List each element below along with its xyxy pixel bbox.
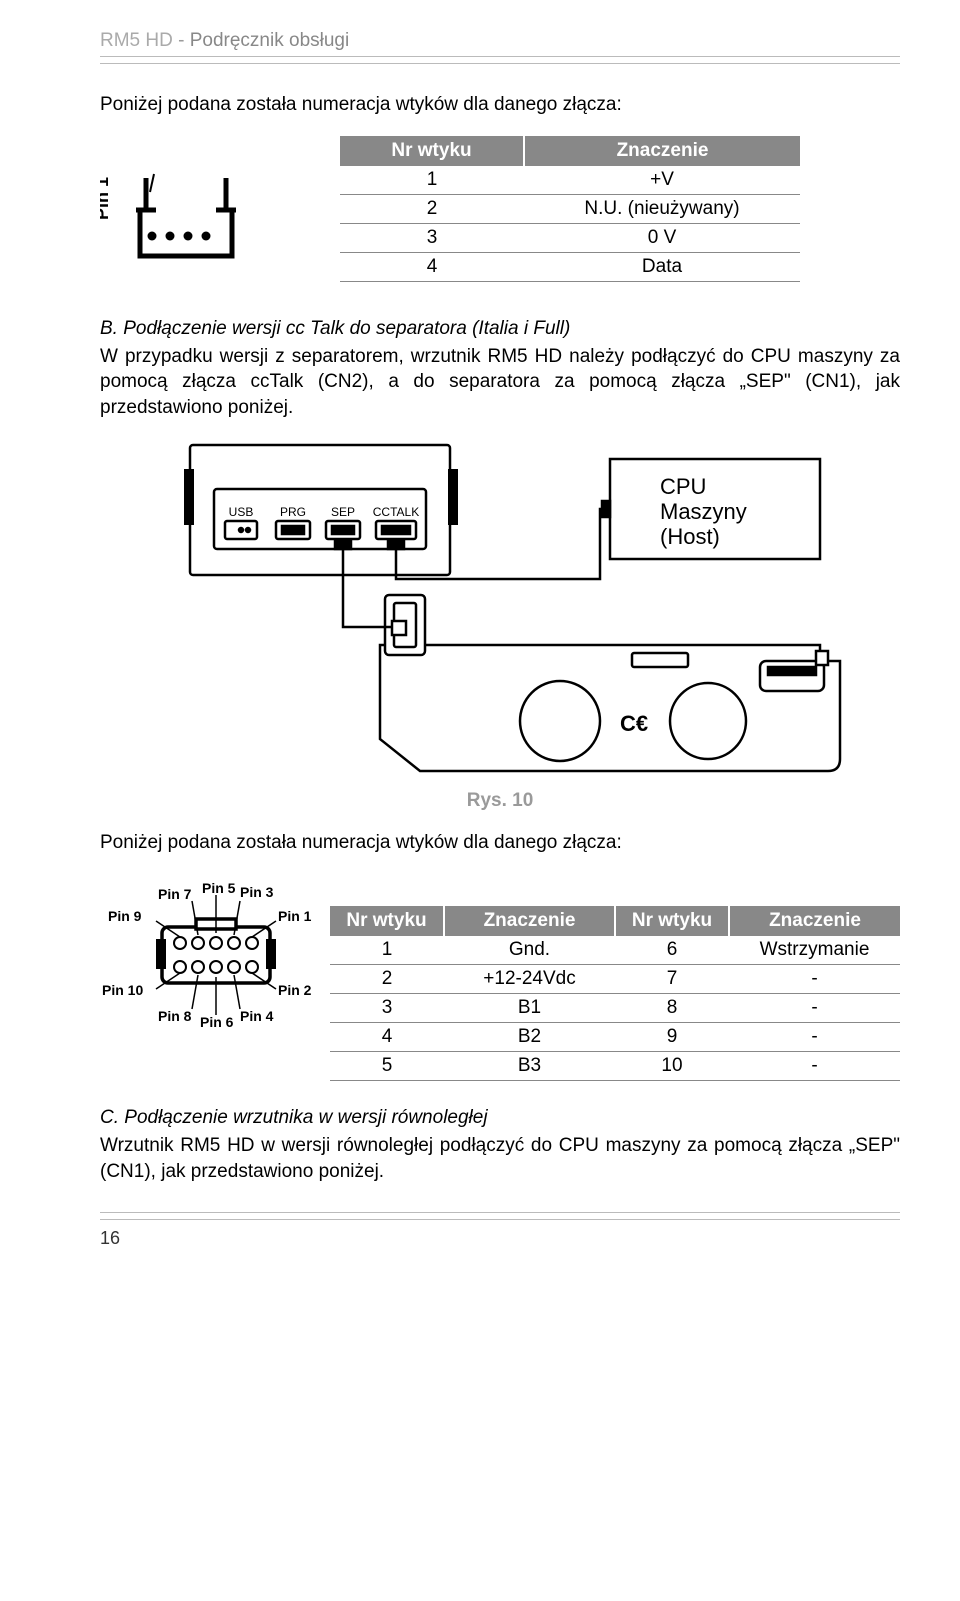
section-b-body: W przypadku wersji z separatorem, wrzutn… (100, 344, 900, 421)
svg-text:SEP: SEP (331, 505, 355, 519)
pin10-diagram: Pin 1 Pin 2 Pin 3 Pin 4 Pin 5 Pin 6 Pin … (100, 881, 330, 1036)
svg-text:Pin 2: Pin 2 (278, 982, 312, 998)
svg-text:Pin 6: Pin 6 (200, 1014, 234, 1030)
connector-10pin-icon: Pin 1 Pin 2 Pin 3 Pin 4 Pin 5 Pin 6 Pin … (100, 881, 330, 1031)
svg-text:Pin 1: Pin 1 (278, 908, 312, 924)
section-b-letter: B. (100, 318, 118, 339)
header-sep: - (178, 30, 184, 51)
svg-text:C€: C€ (620, 711, 648, 736)
pin1-diagram: Pin 1 (100, 144, 240, 279)
th2-2: Znaczenie (444, 906, 615, 936)
pin1-label: Pin 1 (100, 177, 112, 220)
svg-text:CPU: CPU (660, 474, 706, 499)
th-pin: Nr wtyku (340, 136, 524, 166)
header-subtitle: Podręcznik obsługi (190, 30, 349, 51)
section-c-rest: Podłączenie wrzutnika w wersji równoległ… (124, 1107, 487, 1128)
page-header: RM5 HD - Podręcznik obsługi (100, 30, 900, 52)
th2-1: Nr wtyku (330, 906, 444, 936)
page: RM5 HD - Podręcznik obsługi Poniżej poda… (0, 0, 960, 1289)
svg-text:Pin 3: Pin 3 (240, 884, 274, 900)
svg-text:CCTALK: CCTALK (373, 505, 419, 519)
svg-text:Maszyny: Maszyny (660, 499, 747, 524)
section-b-rest: Podłączenie wersji cc Talk do separatora… (123, 318, 570, 339)
th-meaning: Znaczenie (524, 136, 800, 166)
wiring-figure: USB PRG SEP CCTALK CPU Maszyny (Host) (100, 439, 900, 784)
svg-text:Pin 10: Pin 10 (102, 982, 143, 998)
th2-3: Nr wtyku (615, 906, 729, 936)
header-product: RM5 HD (100, 30, 173, 51)
page-number: 16 (100, 1228, 900, 1249)
pin-table-2: Nr wtyku Znaczenie Nr wtyku Znaczenie 1G… (330, 906, 900, 1081)
section-c-body: Wrzutnik RM5 HD w wersji równoległej pod… (100, 1133, 900, 1184)
svg-text:PRG: PRG (280, 505, 306, 519)
svg-text:Pin 7: Pin 7 (158, 886, 192, 902)
table1-body: 1+V 2N.U. (nieużywany) 30 V 4Data (340, 166, 800, 282)
figure-caption: Rys. 10 (100, 790, 900, 812)
header-rule (100, 56, 900, 64)
svg-text:Pin 4: Pin 4 (240, 1008, 274, 1024)
intro-text-2: Poniżej podana została numeracja wtyków … (100, 830, 900, 856)
connector-4pin-icon: Pin 1 (100, 144, 240, 274)
svg-text:(Host): (Host) (660, 524, 720, 549)
table2-body: 1Gnd.6Wstrzymanie 2+12-24Vdc7- 3B18- 4B2… (330, 936, 900, 1081)
pin-table-1: Nr wtyku Znaczenie 1+V 2N.U. (nieużywany… (340, 136, 800, 282)
svg-text:Pin 5: Pin 5 (202, 881, 236, 896)
section-c-letter: C. (100, 1107, 119, 1128)
intro-text-1: Poniżej podana została numeracja wtyków … (100, 92, 900, 118)
svg-text:Pin 8: Pin 8 (158, 1008, 192, 1024)
section-c-label: C. Podłączenie wrzutnika w wersji równol… (100, 1107, 900, 1129)
wiring-diagram-icon: USB PRG SEP CCTALK CPU Maszyny (Host) (120, 439, 880, 779)
svg-text:USB: USB (229, 505, 254, 519)
footer-rule (100, 1212, 900, 1220)
section-b-label: B. Podłączenie wersji cc Talk do separat… (100, 318, 900, 340)
svg-text:Pin 9: Pin 9 (108, 908, 142, 924)
th2-4: Znaczenie (729, 906, 900, 936)
